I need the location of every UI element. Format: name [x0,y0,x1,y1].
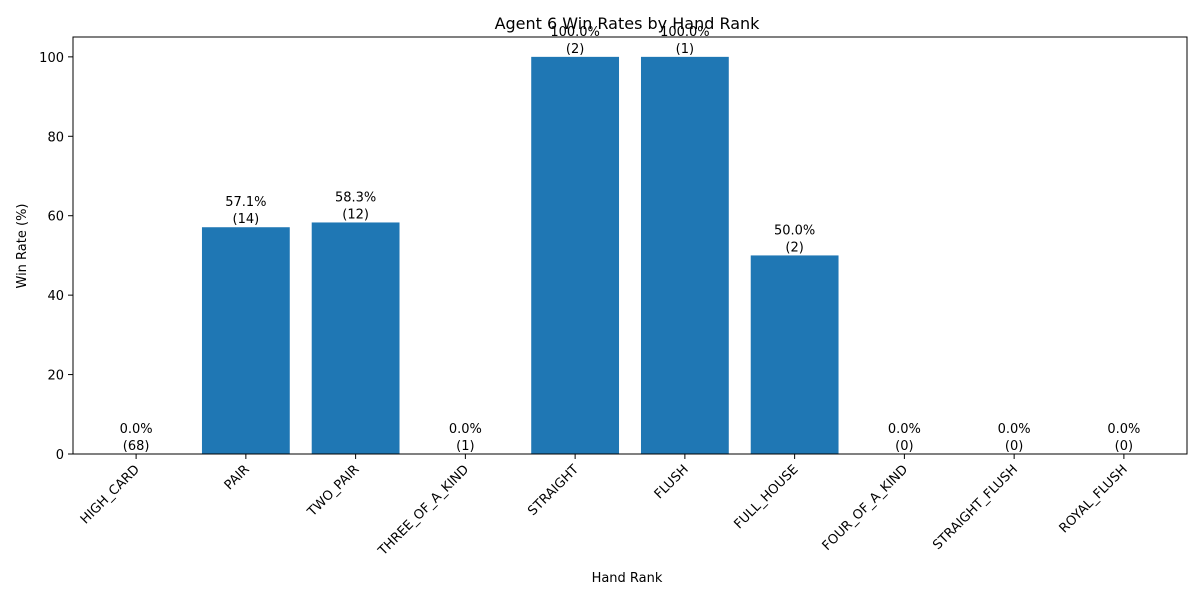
y-tick-label: 20 [47,369,64,384]
x-tick-label: HIGH_CARD [78,462,143,527]
x-tick-label: THREE_OF_A_KIND [375,462,472,559]
bar-value-label: 0.0% [120,422,153,437]
x-tick-label: TWO_PAIR [304,462,362,520]
chart-title: Agent 6 Win Rates by Hand Rank [495,14,761,33]
y-tick-label: 100 [39,51,64,66]
bars-group [201,56,839,454]
bar-value-label: 100.0% [550,25,600,40]
y-tick-label: 40 [47,289,64,304]
bar-straight [531,56,620,454]
bar-value-label: 58.3% [335,190,376,205]
x-axis-label: Hand Rank [592,571,663,586]
bar-full-house [750,255,839,454]
bar-count-label: (1) [676,42,694,57]
bar-count-label: (2) [785,240,803,255]
bar-flush [640,56,729,454]
bar-count-label: (68) [123,439,150,454]
bar-count-label: (12) [342,207,369,222]
x-axis: HIGH_CARD PAIR TWO_PAIR THREE_OF_A_KIND STRA… [78,454,1131,559]
bar-labels-group: 0.0% (68) 57.1% (14) 58.3% (12) 0.0% (1) 100.0% (… [120,25,1141,454]
bar-pair [201,227,290,454]
x-tick-label: STRAIGHT_FLUSH [930,462,1021,553]
bar-value-label: 100.0% [660,25,710,40]
bar-count-label: (14) [233,212,260,227]
x-tick-label: FLUSH [652,462,692,502]
x-tick-label: ROYAL_FLUSH [1057,462,1131,536]
y-tick-label: 80 [47,130,64,145]
bar-count-label: (2) [566,42,584,57]
x-tick-label: STRAIGHT [525,462,582,519]
bar-two-pair [311,222,400,454]
plot-frame [72,36,1188,455]
x-tick-label: PAIR [222,462,253,493]
bar-count-label: (1) [456,439,474,454]
bar-value-label: 57.1% [225,195,266,210]
x-tick-label: FULL_HOUSE [731,462,801,532]
bar-count-label: (0) [1005,439,1023,454]
y-tick-label: 60 [47,210,64,225]
bar-value-label: 50.0% [774,223,815,238]
bar-count-label: (0) [895,439,913,454]
y-axis-label: Win Rate (%) [15,204,30,289]
bar-value-label: 0.0% [888,422,921,437]
bar-value-label: 0.0% [998,422,1031,437]
y-axis: 0 20 40 60 80 100 [39,51,73,463]
bar-value-label: 0.0% [449,422,482,437]
bar-count-label: (0) [1115,439,1133,454]
y-tick-label: 0 [56,448,64,463]
bar-value-label: 0.0% [1107,422,1140,437]
x-tick-label: FOUR_OF_A_KIND [820,462,912,554]
